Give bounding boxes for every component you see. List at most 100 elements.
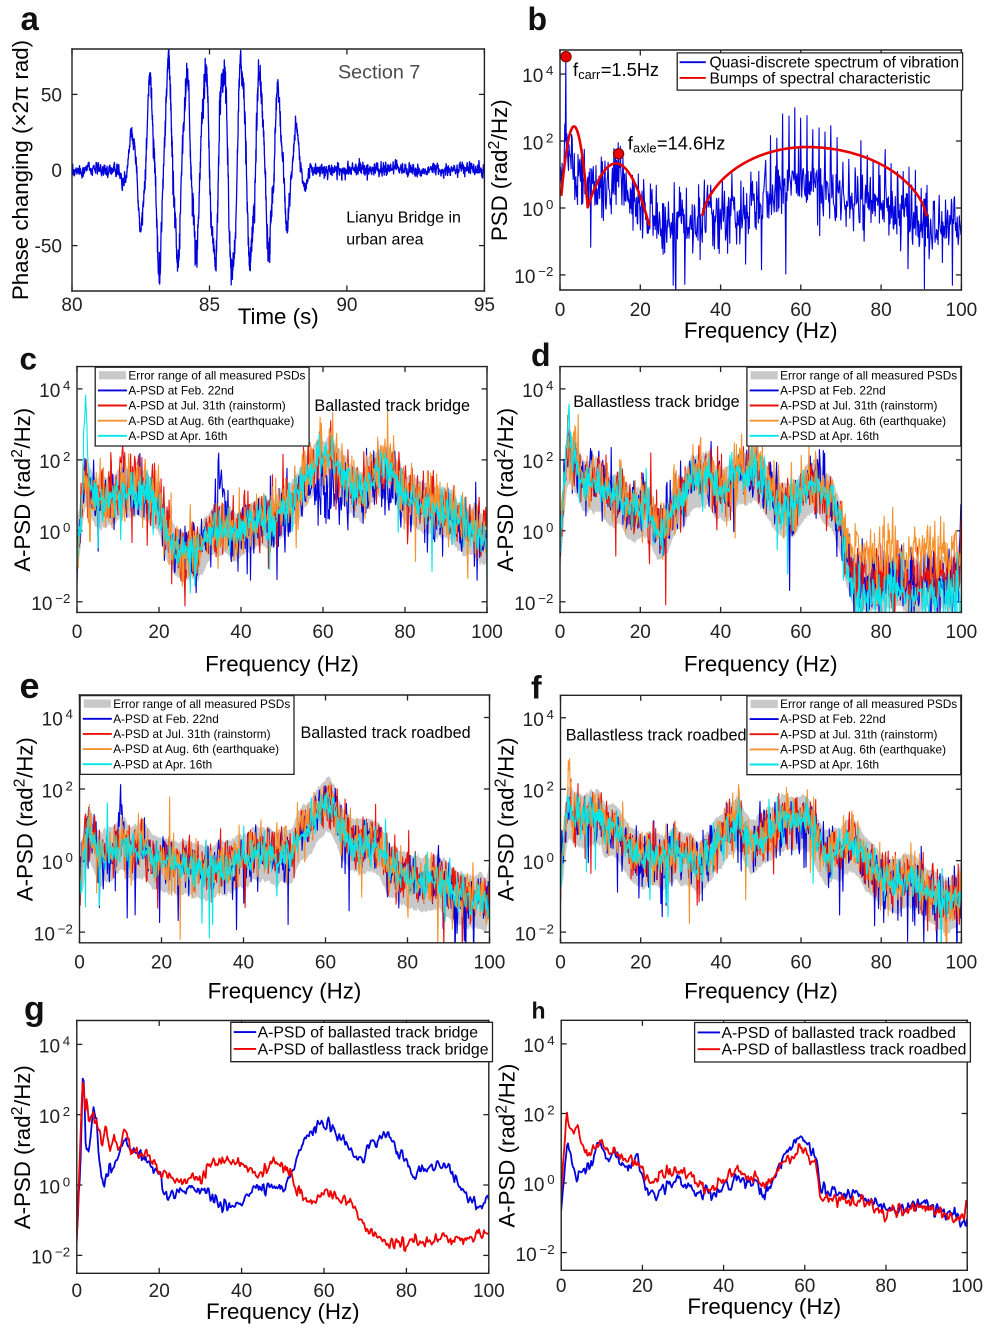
svg-text:Frequency (Hz): Frequency (Hz) [684, 651, 838, 676]
svg-text:40: 40 [233, 953, 254, 974]
svg-text:A-PSD at Jul. 31th (rainstorm): A-PSD at Jul. 31th (rainstorm) [113, 727, 270, 741]
svg-text:20: 20 [630, 300, 651, 321]
svg-text:urban area: urban area [346, 231, 423, 248]
svg-text:100: 100 [946, 953, 978, 974]
svg-text:1 0 − 2: 1 0 − 2 [514, 263, 553, 288]
svg-text:1 0 − 2: 1 0 − 2 [516, 1241, 555, 1266]
svg-text:40: 40 [231, 1281, 252, 1302]
svg-text:1 0 0: 1 0 0 [523, 850, 554, 874]
svg-text:1 0 − 2: 1 0 − 2 [514, 590, 553, 615]
svg-text:Frequency (Hz): Frequency (Hz) [684, 979, 838, 1004]
svg-text:A-PSD of ballastless track bri: A-PSD of ballastless track bridge [258, 1042, 489, 1059]
svg-text:0: 0 [74, 953, 85, 974]
svg-text:Frequency (Hz): Frequency (Hz) [205, 651, 359, 676]
svg-text:e: e [20, 665, 40, 706]
svg-text:1 0 2: 1 0 2 [522, 449, 553, 473]
svg-text:1 0 0: 1 0 0 [39, 1174, 70, 1198]
svg-text:1 0 4: 1 0 4 [522, 378, 553, 402]
svg-text:1 0 0: 1 0 0 [42, 850, 73, 874]
svg-text:1 0 2: 1 0 2 [42, 778, 73, 802]
svg-text:b: b [528, 1, 548, 37]
svg-text:60: 60 [794, 1276, 815, 1297]
svg-text:1 0 − 2: 1 0 − 2 [31, 1244, 70, 1269]
svg-text:100: 100 [473, 1281, 505, 1302]
svg-text:A - P S: A - P S D ( r a d / H z ) 2 [12, 733, 38, 901]
svg-text:1 0 4: 1 0 4 [522, 63, 553, 87]
svg-text:80: 80 [396, 1281, 417, 1302]
svg-text:Bumps of spectral characterist: Bumps of spectral characteristic [710, 70, 931, 87]
svg-text:1 0 4: 1 0 4 [42, 707, 73, 731]
svg-text:A-PSD at Aug. 6th (earthquake): A-PSD at Aug. 6th (earthquake) [113, 742, 279, 756]
svg-text:1 0 4: 1 0 4 [39, 1034, 70, 1058]
svg-text:Error range of all measured PS: Error range of all measured PSDs [780, 368, 957, 382]
svg-text:100: 100 [474, 953, 506, 974]
svg-text:A-PSD at Feb. 22nd: A-PSD at Feb. 22nd [128, 384, 234, 398]
svg-text:A-PSD of ballastless track roa: A-PSD of ballastless track roadbed [722, 1042, 967, 1059]
svg-text:1 0 0: 1 0 0 [39, 520, 70, 544]
svg-text:Phase changing (×2π rad): Phase changing (×2π rad) [8, 40, 33, 300]
svg-text:Lianyu Bridge in: Lianyu Bridge in [346, 210, 461, 227]
svg-text:Ballastless track bridge: Ballastless track bridge [573, 393, 739, 411]
svg-text:A-PSD at Aug. 6th (earthquake): A-PSD at Aug. 6th (earthquake) [780, 743, 946, 757]
svg-text:0: 0 [556, 1276, 567, 1297]
svg-text:A-PSD at Feb. 22nd: A-PSD at Feb. 22nd [113, 712, 219, 726]
svg-text:A-PSD at Feb. 22nd: A-PSD at Feb. 22nd [780, 712, 886, 726]
svg-text:Quasi-discrete spectrum of vib: Quasi-discrete spectrum of vibration [710, 55, 960, 72]
svg-text:95: 95 [474, 295, 495, 316]
svg-text:1 0 0: 1 0 0 [522, 197, 553, 221]
svg-text:Frequency (Hz): Frequency (Hz) [206, 1299, 360, 1324]
svg-text:1 0 2: 1 0 2 [522, 130, 553, 154]
svg-text:20: 20 [632, 1276, 653, 1297]
svg-text:A-PSD at Apr. 16th: A-PSD at Apr. 16th [128, 429, 227, 443]
svg-text:Error range of all measured PS: Error range of all measured PSDs [113, 697, 290, 711]
svg-text:80: 80 [871, 953, 892, 974]
svg-text:A-PSD at Jul. 31th (rainstorm): A-PSD at Jul. 31th (rainstorm) [128, 399, 285, 413]
svg-text:50: 50 [41, 85, 62, 106]
svg-text:A-PSD at Feb. 22nd: A-PSD at Feb. 22nd [780, 384, 886, 398]
svg-text:1 0 2: 1 0 2 [39, 449, 70, 473]
svg-text:100: 100 [946, 622, 978, 643]
svg-text:a: a [21, 0, 40, 37]
svg-text:60: 60 [790, 622, 811, 643]
svg-text:0: 0 [555, 953, 566, 974]
svg-text:80: 80 [394, 622, 415, 643]
svg-text:90: 90 [336, 295, 357, 316]
svg-text:80: 80 [397, 953, 418, 974]
svg-text:f = 1 .: f = 1 . 5 H z c a r r [573, 59, 663, 83]
svg-text:1 0 2: 1 0 2 [39, 1104, 70, 1128]
svg-text:1 0 4: 1 0 4 [523, 1033, 554, 1057]
svg-text:Ballastless track roadbed: Ballastless track roadbed [566, 727, 747, 745]
svg-text:40: 40 [710, 622, 731, 643]
svg-text:1 0 2: 1 0 2 [523, 1103, 554, 1127]
svg-text:85: 85 [199, 295, 220, 316]
svg-text:A - P S: A - P S D ( r a d / H z ) 2 [9, 404, 35, 572]
svg-text:c: c [20, 341, 38, 377]
svg-text:40: 40 [713, 1276, 734, 1297]
svg-text:A-PSD at Apr. 16th: A-PSD at Apr. 16th [780, 758, 879, 772]
svg-text:A - P S: A - P S D ( r a d / H z ) 2 [492, 404, 518, 572]
svg-text:60: 60 [312, 622, 333, 643]
svg-text:Frequency (Hz): Frequency (Hz) [684, 318, 838, 343]
svg-text:1 0 − 2: 1 0 − 2 [31, 590, 70, 615]
svg-text:A - P S: A - P S D ( r a d / H z ) 2 [493, 1060, 519, 1228]
svg-text:0: 0 [72, 622, 83, 643]
svg-text:A-PSD at Jul. 31th (rainstorm): A-PSD at Jul. 31th (rainstorm) [780, 399, 937, 413]
svg-text:20: 20 [630, 622, 651, 643]
svg-text:P S D: P S D ( r a d / H z ) 2 [486, 95, 512, 241]
svg-text:20: 20 [151, 953, 172, 974]
svg-text:60: 60 [790, 953, 811, 974]
svg-text:d: d [531, 337, 551, 373]
svg-text:40: 40 [230, 622, 251, 643]
svg-text:80: 80 [871, 622, 892, 643]
svg-text:1 0 − 2: 1 0 − 2 [34, 920, 73, 945]
svg-text:100: 100 [471, 622, 503, 643]
svg-text:0: 0 [555, 622, 566, 643]
svg-text:h: h [532, 998, 546, 1024]
svg-text:20: 20 [148, 622, 169, 643]
svg-text:80: 80 [875, 1276, 896, 1297]
svg-text:Time (s): Time (s) [238, 304, 319, 329]
svg-text:1 0 0: 1 0 0 [523, 1172, 554, 1196]
svg-text:A-PSD at Apr. 16th: A-PSD at Apr. 16th [780, 429, 879, 443]
svg-text:60: 60 [315, 953, 336, 974]
svg-text:Section 7: Section 7 [338, 61, 420, 83]
